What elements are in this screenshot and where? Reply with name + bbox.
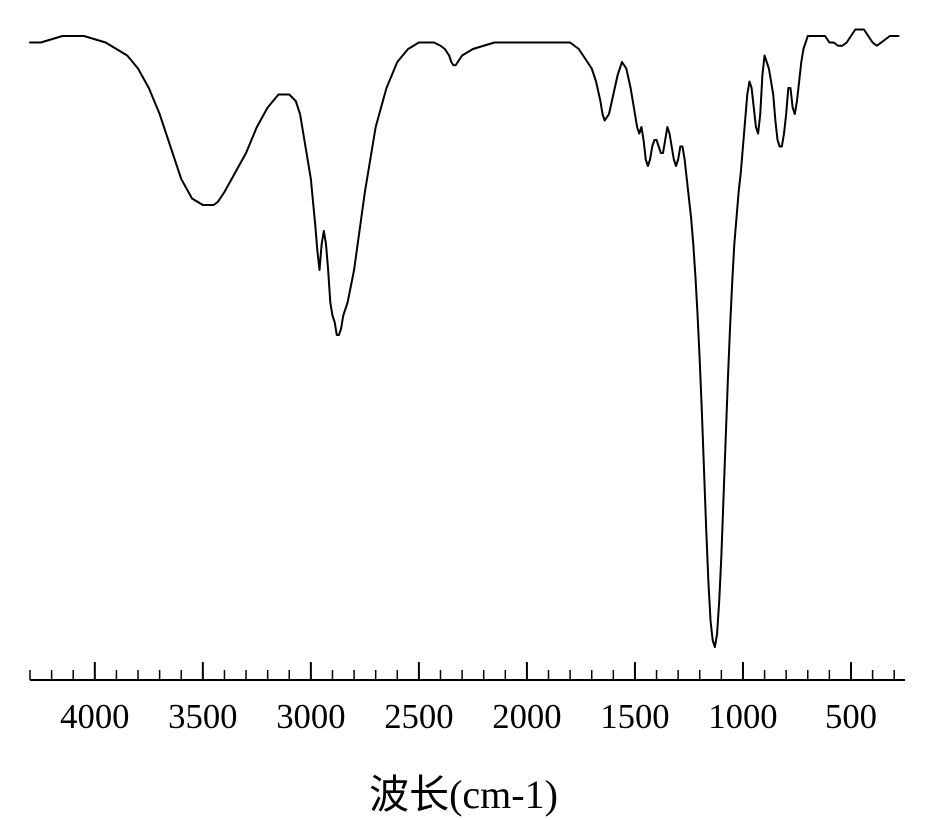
spectrum-line bbox=[30, 30, 899, 648]
ir-spectrum-chart: 4000350030002500200015001000500 波长(cm-1) bbox=[0, 0, 927, 801]
x-tick-label: 3000 bbox=[276, 698, 345, 736]
x-tick-label: 1000 bbox=[708, 698, 777, 736]
x-tick-label: 500 bbox=[825, 698, 877, 736]
spectrum-svg: 4000 3500 3000 2500 2000 1500 1000 500 bbox=[0, 0, 927, 801]
x-tick-label: 1500 bbox=[600, 698, 669, 736]
x-tick-label: 4000 bbox=[60, 698, 129, 736]
x-tick-label: 2500 bbox=[384, 698, 453, 736]
x-tick-label: 3500 bbox=[168, 698, 237, 736]
x-tick-label: 2000 bbox=[492, 698, 561, 736]
x-axis-label: 波长(cm-1) bbox=[0, 762, 927, 820]
